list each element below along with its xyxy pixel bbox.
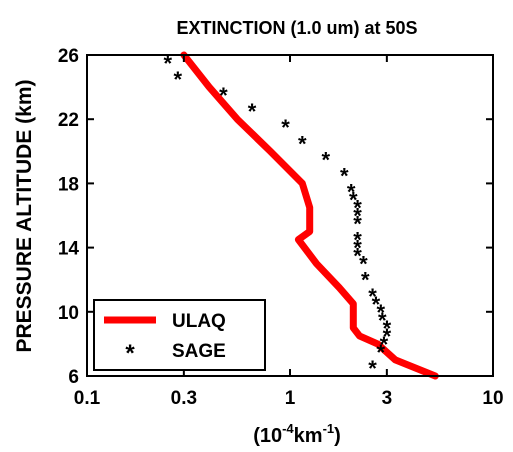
- plot-area: *************************** 0.1 0.3 1 3 1061…: [58, 46, 504, 409]
- y-tick-label: 6: [68, 367, 79, 388]
- sage-point: *: [347, 179, 356, 204]
- legend-ulaq-label: ULAQ: [172, 311, 226, 332]
- sage-point: *: [383, 324, 392, 349]
- x-label-exp1: -4: [282, 421, 294, 436]
- x-label-exp2: -1: [323, 421, 335, 436]
- x-tick-label: 0.3: [171, 388, 197, 409]
- sage-point: *: [349, 187, 358, 212]
- x-tick-label: 1: [285, 388, 296, 409]
- sage-point: *: [353, 244, 362, 269]
- sage-point: *: [380, 332, 389, 357]
- x-label-end: ): [334, 425, 341, 447]
- y-tick-label: 26: [58, 46, 79, 67]
- sage-point: *: [298, 131, 307, 156]
- y-tick-label: 14: [58, 239, 80, 260]
- ticks-layer: 0.1 0.3 1 3 10 6 10 14 18 22 26: [58, 46, 504, 409]
- sage-point: *: [353, 212, 362, 237]
- sage-point: *: [353, 195, 362, 220]
- y-tick-label: 22: [58, 110, 79, 131]
- sage-point: *: [353, 236, 362, 261]
- sage-point: *: [340, 163, 349, 188]
- x-axis-label: (10-4km-1): [253, 421, 341, 447]
- legend-sage-swatch: *: [125, 340, 135, 367]
- sage-point: *: [248, 99, 257, 124]
- sage-point: *: [353, 228, 362, 253]
- sage-point: *: [321, 147, 330, 172]
- x-label-base: (10: [253, 425, 282, 447]
- legend-sage-label: SAGE: [172, 341, 226, 362]
- sage-point: *: [219, 83, 228, 108]
- sage-point: *: [353, 204, 362, 229]
- sage-point: *: [281, 115, 290, 140]
- sage-point: *: [368, 356, 377, 381]
- x-tick-label: 10: [482, 388, 503, 409]
- y-tick-label: 10: [58, 303, 79, 324]
- chart-title: EXTINCTION (1.0 um) at 50S: [176, 18, 417, 38]
- sage-point: *: [372, 292, 381, 317]
- x-tick-label: 0.1: [74, 388, 101, 409]
- y-axis-label: PRESSURE ALTITUDE (km): [13, 79, 36, 352]
- sage-point: *: [164, 51, 173, 76]
- legend-box: [93, 299, 266, 371]
- sage-point: *: [359, 252, 368, 277]
- x-label-mid: km: [294, 425, 323, 447]
- series-layer: ***************************: [164, 51, 439, 381]
- sage-point: *: [376, 340, 385, 365]
- sage-point: *: [383, 316, 392, 341]
- sage-point: *: [378, 308, 387, 333]
- legend: ULAQ * SAGE: [93, 299, 266, 371]
- sage-point: *: [368, 284, 377, 309]
- y-tick-label: 18: [58, 174, 79, 195]
- sage-point: *: [173, 67, 182, 92]
- sage-point: *: [376, 300, 385, 325]
- ulaq-line: [180, 51, 439, 380]
- x-tick-label: 3: [382, 388, 393, 409]
- sage-point: *: [361, 268, 370, 293]
